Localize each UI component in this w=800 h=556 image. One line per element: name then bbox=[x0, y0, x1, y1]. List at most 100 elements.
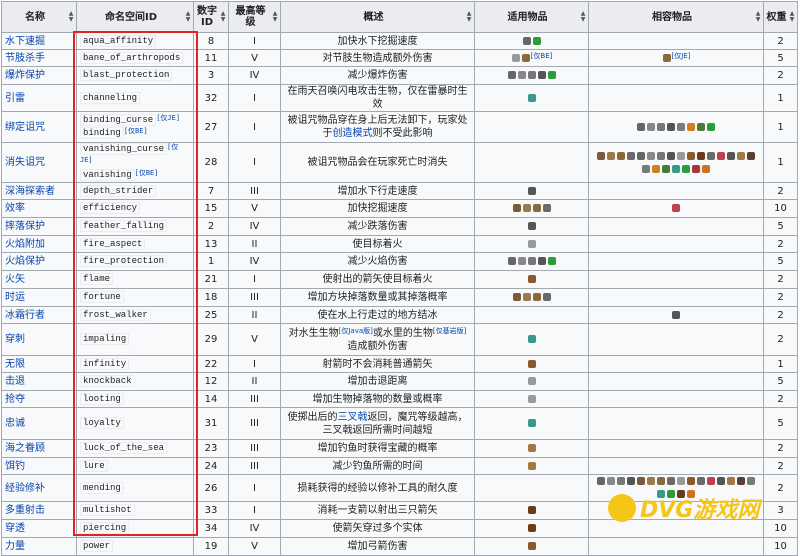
chestplate-icon[interactable] bbox=[517, 257, 526, 265]
pickaxe-icon[interactable] bbox=[637, 477, 645, 485]
bow-icon[interactable] bbox=[687, 151, 695, 160]
crossbow-icon[interactable] bbox=[527, 506, 536, 514]
chestplate-icon[interactable] bbox=[647, 122, 655, 131]
enchantment-name-link[interactable]: 时运 bbox=[1, 288, 77, 307]
enchantment-name-link[interactable]: 击退 bbox=[1, 372, 77, 391]
pickaxe-icon[interactable] bbox=[512, 293, 521, 301]
sort-icon[interactable]: ▲ ▼ bbox=[580, 10, 586, 23]
chestplate-icon[interactable] bbox=[647, 151, 655, 160]
header-max-level[interactable]: 最高等级 ▲ ▼ bbox=[228, 1, 281, 33]
header-weight[interactable]: 权重 ▲ ▼ bbox=[763, 1, 798, 33]
sword-icon[interactable] bbox=[677, 477, 685, 485]
leggings-icon[interactable] bbox=[657, 122, 665, 131]
header-compatible-items[interactable]: 相容物品 ▲ ▼ bbox=[588, 1, 764, 33]
hoe-icon[interactable] bbox=[667, 477, 675, 485]
edition-tag[interactable]: [仅BE] bbox=[134, 169, 159, 177]
fishing-rod-icon[interactable] bbox=[527, 444, 536, 452]
flint-and-steel-icon[interactable] bbox=[717, 477, 725, 485]
edition-tag[interactable]: [仅JE] bbox=[671, 51, 691, 60]
trident-icon[interactable] bbox=[672, 164, 680, 173]
elytra-icon[interactable] bbox=[747, 477, 755, 485]
enchantment-name-link[interactable]: 水下速掘 bbox=[1, 32, 77, 50]
enchantment-name-link[interactable]: 火焰保护 bbox=[1, 252, 77, 271]
shovel-icon[interactable] bbox=[647, 477, 655, 485]
elytra-icon[interactable] bbox=[677, 122, 685, 131]
shears-icon[interactable] bbox=[717, 151, 725, 160]
crossbow-icon[interactable] bbox=[697, 151, 705, 160]
fishing-rod-icon[interactable] bbox=[737, 151, 745, 160]
enchantment-name-link[interactable]: 无限 bbox=[1, 355, 77, 373]
boots-icon[interactable] bbox=[527, 222, 536, 230]
helmet-icon[interactable] bbox=[637, 151, 645, 160]
sort-icon[interactable]: ▲ ▼ bbox=[220, 10, 226, 23]
sort-icon[interactable]: ▲ ▼ bbox=[185, 10, 191, 23]
turtle-helmet-icon[interactable] bbox=[532, 36, 541, 45]
enchantment-name-link[interactable]: 效率 bbox=[1, 199, 77, 218]
sword-icon[interactable] bbox=[527, 394, 536, 403]
enchantment-name-link[interactable]: 引雷 bbox=[1, 84, 77, 112]
helmet-icon[interactable] bbox=[507, 71, 516, 79]
fishing-rod-icon[interactable] bbox=[527, 461, 536, 470]
flint-and-steel-icon[interactable] bbox=[727, 151, 735, 160]
edition-tag[interactable]: [仅JE] bbox=[80, 143, 179, 164]
edition-tag[interactable]: [仅Java版] bbox=[338, 326, 373, 335]
sword-icon[interactable] bbox=[527, 377, 536, 385]
sort-icon[interactable]: ▲ ▼ bbox=[466, 10, 472, 23]
turtle-helmet-icon[interactable] bbox=[667, 490, 675, 498]
turtle-helmet-icon[interactable] bbox=[547, 257, 556, 265]
sword-icon[interactable] bbox=[527, 239, 536, 248]
hoe-icon[interactable] bbox=[542, 204, 551, 212]
boots-icon[interactable] bbox=[527, 186, 536, 195]
helmet-icon[interactable] bbox=[507, 257, 516, 265]
axe-icon[interactable] bbox=[532, 293, 541, 301]
leggings-icon[interactable] bbox=[657, 151, 665, 160]
carrot-on-stick-icon[interactable] bbox=[687, 490, 695, 498]
bow-icon[interactable] bbox=[527, 359, 536, 368]
bow-icon[interactable] bbox=[527, 275, 536, 283]
enchantment-name-link[interactable]: 穿刺 bbox=[1, 323, 77, 356]
enchantment-name-link[interactable]: 忠诚 bbox=[1, 407, 77, 440]
axe-icon[interactable] bbox=[657, 477, 665, 485]
description-link[interactable]: 三叉戟 bbox=[337, 411, 368, 423]
enchantment-name-link[interactable]: 海之眷顾 bbox=[1, 439, 77, 458]
header-namespace-id[interactable]: 命名空间ID ▲ ▼ bbox=[76, 1, 194, 33]
sort-icon[interactable]: ▲ ▼ bbox=[272, 10, 278, 23]
enchantment-name-link[interactable]: 多重射击 bbox=[1, 501, 77, 520]
hoe-icon[interactable] bbox=[627, 151, 635, 160]
sort-icon[interactable]: ▲ ▼ bbox=[68, 10, 74, 23]
crossbow-icon[interactable] bbox=[677, 490, 685, 498]
enchantment-name-link[interactable]: 消失诅咒 bbox=[1, 142, 77, 183]
sort-icon[interactable]: ▲ ▼ bbox=[755, 10, 761, 23]
enchantment-name-link[interactable]: 摔落保护 bbox=[1, 217, 77, 236]
fishing-rod-icon[interactable] bbox=[727, 477, 735, 485]
head-icon[interactable] bbox=[697, 122, 705, 131]
enchantment-name-link[interactable]: 节肢杀手 bbox=[1, 49, 77, 67]
enchantment-name-link[interactable]: 冰霜行者 bbox=[1, 306, 77, 324]
enchantment-name-link[interactable]: 力量 bbox=[1, 537, 77, 556]
enchantment-name-link[interactable]: 火矢 bbox=[1, 270, 77, 289]
crossbow-icon[interactable] bbox=[527, 524, 536, 532]
edition-tag[interactable]: [仅基岩版] bbox=[432, 326, 467, 335]
header-numeric-id[interactable]: 数字ID ▲ ▼ bbox=[193, 1, 229, 33]
turtle-helmet-icon[interactable] bbox=[547, 71, 556, 79]
header-name[interactable]: 名称 ▲ ▼ bbox=[1, 1, 77, 33]
boots-icon[interactable] bbox=[667, 151, 675, 160]
enchantment-name-link[interactable]: 火焰附加 bbox=[1, 235, 77, 253]
chestplate-icon[interactable] bbox=[517, 71, 526, 79]
leggings-icon[interactable] bbox=[527, 71, 536, 79]
boots-icon[interactable] bbox=[537, 71, 546, 79]
enchantment-name-link[interactable]: 抢夺 bbox=[1, 390, 77, 408]
bow-icon[interactable] bbox=[527, 542, 536, 550]
pickaxe-icon[interactable] bbox=[597, 151, 605, 160]
trident-icon[interactable] bbox=[657, 490, 665, 498]
pumpkin-icon[interactable] bbox=[687, 122, 695, 131]
shield-icon[interactable] bbox=[747, 151, 755, 160]
turtle-helmet-icon[interactable] bbox=[707, 122, 715, 131]
compass-icon[interactable] bbox=[692, 164, 700, 173]
boots-icon[interactable] bbox=[627, 477, 635, 485]
bow-icon[interactable] bbox=[687, 477, 695, 485]
boots-icon[interactable] bbox=[667, 122, 675, 131]
shovel-icon[interactable] bbox=[522, 204, 531, 212]
enchantment-name-link[interactable]: 饵钓 bbox=[1, 457, 77, 475]
hoe-icon[interactable] bbox=[707, 151, 715, 160]
